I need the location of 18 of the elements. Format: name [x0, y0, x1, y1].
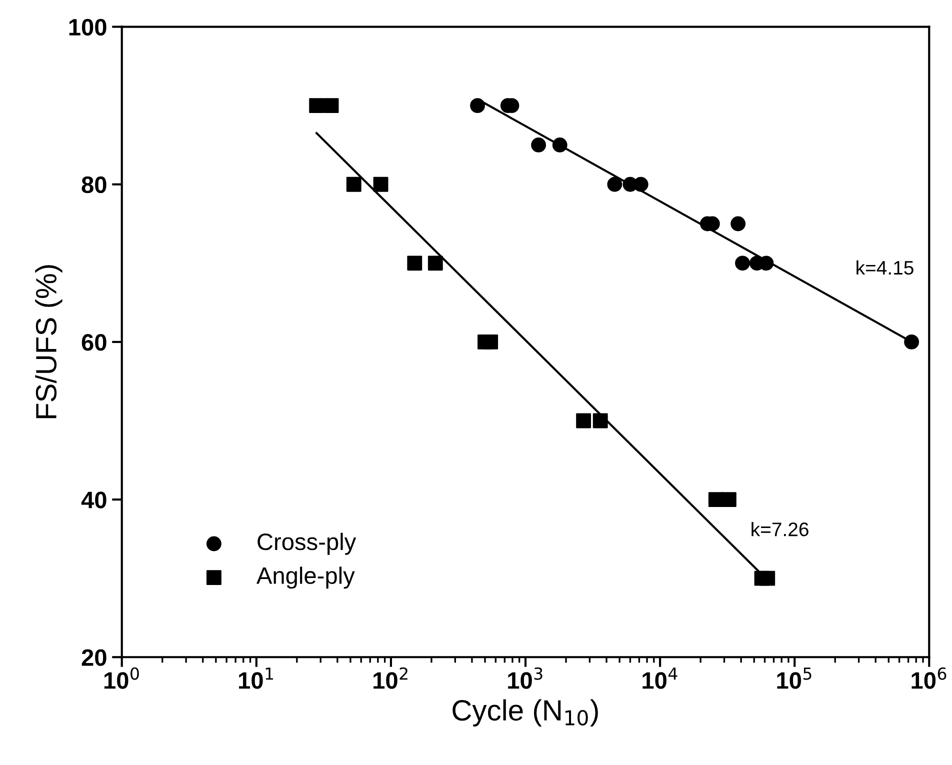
y-tick-label: 100 [69, 18, 106, 36]
legend-label: Angle-ply [256, 566, 355, 589]
x-tick-label: 10$^{5}$ [777, 668, 812, 689]
x-axis-title: Cycle (N$_{10}$) [452, 699, 598, 726]
annotation: k=7.26 [752, 522, 808, 536]
y-axis-title: FS/UFS (%) [35, 265, 62, 418]
x-tick-label: 10$^{6}$ [912, 667, 946, 689]
x-tick-label: 10$^{0}$ [104, 667, 139, 689]
y-tick-label: 20 [82, 649, 106, 666]
y-tick-label: 80 [82, 176, 106, 194]
y-tick-label: 40 [81, 492, 106, 508]
annotation: k=4.15 [856, 260, 914, 275]
x-tick-label: 10$^{2}$ [374, 667, 408, 689]
x-tick-label: 10$^{3}$ [508, 667, 542, 689]
y-tick-label: 60 [82, 334, 106, 351]
x-tick-label: 10$^{4}$ [642, 668, 678, 689]
x-tick-label: 10$^{1}$ [239, 668, 273, 689]
legend-label: Cross-ply [258, 532, 356, 555]
